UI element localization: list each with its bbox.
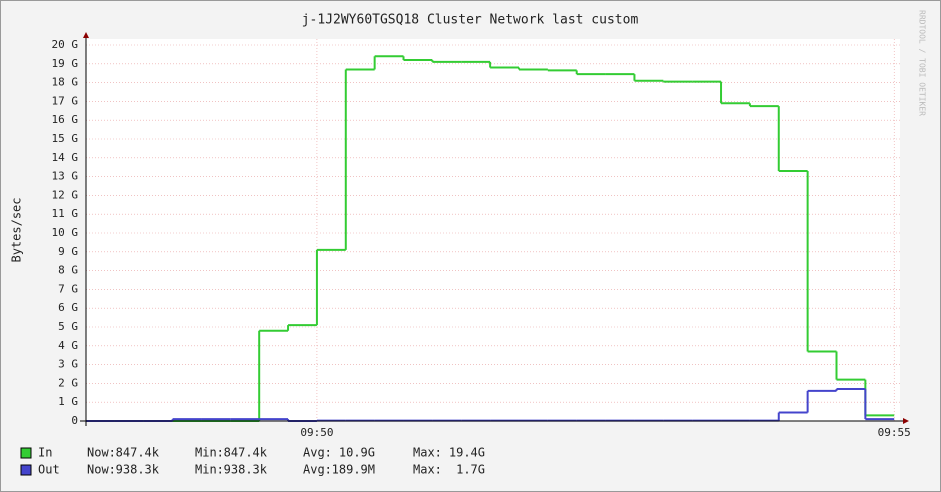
legend-label: Out [38, 463, 60, 477]
legend: In Now: 847.4k Min: 847.4k Avg: 10.9G Max: 19.4G… [20, 446, 485, 477]
legend-stat-label: Min: [195, 446, 224, 460]
chart-title: j-1J2WY60TGSQ18 Cluster Network last cus… [302, 13, 639, 28]
y-tick-label: 13 G [52, 170, 79, 183]
x-tick-label: 09:55 [878, 426, 911, 439]
legend-stat-value: 189.9M [332, 463, 375, 477]
legend-stat-value: 847.4k [116, 446, 160, 460]
y-tick-label: 2 G [58, 376, 78, 389]
legend-stat-label: Min: [195, 463, 224, 477]
x-arrow [903, 418, 909, 424]
legend-stat-label: Now: [87, 463, 116, 477]
legend-stat-value: 938.3k [116, 463, 160, 477]
plot-area [86, 39, 900, 421]
y-axis-label: Bytes/sec [10, 197, 24, 262]
y-tick-label: 16 G [52, 113, 79, 126]
y-tick-label: 19 G [52, 57, 79, 70]
legend-stat-value: 938.3k [224, 463, 268, 477]
y-arrow [83, 32, 89, 38]
legend-stat-label: Max: [413, 446, 442, 460]
legend-stat-value: 847.4k [224, 446, 268, 460]
legend-stat-value: 19.4G [449, 446, 485, 460]
legend-label: In [38, 446, 52, 460]
legend-stat-value: 1.7G [456, 463, 485, 477]
legend-stat-label: Avg: [303, 463, 332, 477]
y-tick-label: 0 [71, 414, 78, 427]
y-tick-label: 8 G [58, 264, 78, 277]
y-tick-label: 1 G [58, 395, 78, 408]
y-tick-label: 18 G [52, 76, 79, 89]
y-tick-label: 20 G [52, 38, 79, 51]
y-tick-label: 17 G [52, 94, 79, 107]
y-tick-label: 14 G [52, 151, 79, 164]
y-tick-label: 10 G [52, 226, 79, 239]
legend-stat-value: 10.9G [339, 446, 375, 460]
y-tick-label: 12 G [52, 188, 79, 201]
legend-stat-label: Avg: [303, 446, 332, 460]
y-tick-label: 9 G [58, 245, 78, 258]
y-tick-label: 4 G [58, 339, 78, 352]
legend-stat-label: Now: [87, 446, 116, 460]
legend-swatch [20, 464, 32, 476]
y-tick-label: 5 G [58, 320, 78, 333]
y-tick-label: 3 G [58, 358, 78, 371]
x-tick-label: 09:50 [300, 426, 333, 439]
y-tick-label: 15 G [52, 132, 79, 145]
watermark: RRDTOOL / TOBI OETIKER [918, 10, 927, 116]
y-tick-label: 7 G [58, 282, 78, 295]
y-tick-label: 11 G [52, 207, 79, 220]
legend-stat-label: Max: [413, 463, 442, 477]
y-tick-label: 6 G [58, 301, 78, 314]
legend-swatch [20, 447, 32, 459]
